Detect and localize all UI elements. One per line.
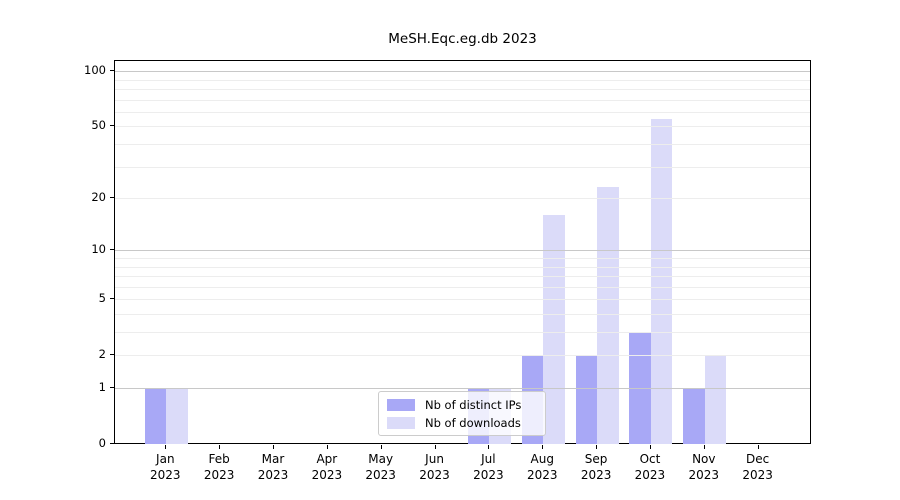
x-tick-label-jan: Jan 2023: [150, 452, 181, 482]
x-tick-mark-mar: [273, 445, 274, 449]
bar-distinct-ips-jan: [144, 388, 167, 444]
legend-item-downloads: Nb of downloads: [387, 415, 537, 430]
legend-swatch-distinct-ips: [387, 398, 415, 411]
y-tick-mark-1: [110, 387, 114, 388]
y-tick-mark-10: [110, 249, 114, 251]
x-tick-mark-oct: [649, 445, 651, 449]
gridline-70: [115, 99, 810, 101]
y-tick-mark-100: [110, 70, 114, 72]
gridline-3: [115, 332, 810, 334]
gridline-80: [115, 89, 810, 91]
gridline-7: [115, 276, 810, 278]
x-tick-label-aug: Aug 2023: [526, 452, 558, 482]
y-tick-mark-50: [110, 125, 114, 127]
x-tick-label-oct: Oct 2023: [634, 452, 666, 482]
legend-item-distinct-ips: Nb of distinct IPs: [387, 397, 537, 412]
x-tick-label-dec: Dec 2023: [742, 452, 773, 482]
x-tick-label-jul: Jul 2023: [473, 452, 504, 482]
y-tick-label-2: 2: [98, 347, 106, 362]
x-tick-mark-jul: [488, 445, 490, 449]
gridline-20: [115, 198, 810, 200]
gridline-6: [115, 286, 810, 288]
gridline-30: [115, 166, 810, 168]
y-tick-mark-2: [110, 354, 114, 356]
x-tick-label-sep: Sep 2023: [580, 452, 612, 482]
y-tick-label-20: 20: [91, 190, 106, 205]
bar-distinct-ips-sep: [575, 355, 598, 444]
x-tick-mark-jun: [434, 445, 436, 449]
x-tick-label-may: May 2023: [365, 452, 396, 482]
legend: Nb of distinct IPs Nb of downloads: [378, 391, 546, 436]
x-tick-mark-feb: [219, 445, 221, 449]
y-tick-label-5: 5: [98, 291, 106, 306]
x-tick-label-jun: Jun 2023: [419, 452, 450, 482]
gridline-10: [115, 250, 810, 252]
bar-downloads-aug: [543, 215, 565, 444]
y-tick-mark-5: [110, 298, 114, 300]
gridline-1: [115, 388, 810, 389]
x-tick-label-nov: Nov 2023: [688, 452, 720, 482]
bar-downloads-jan: [166, 388, 188, 444]
bar-downloads-oct: [650, 118, 673, 444]
bar-downloads-sep: [597, 187, 619, 444]
x-tick-mark-sep: [596, 445, 598, 449]
x-tick-label-feb: Feb 2023: [203, 452, 235, 482]
x-tick-mark-may: [380, 445, 382, 449]
legend-swatch-downloads: [387, 416, 415, 429]
x-tick-mark-aug: [542, 445, 544, 449]
legend-label-distinct-ips: Nb of distinct IPs: [425, 397, 522, 412]
gridline-4: [115, 313, 810, 315]
x-tick-label-apr: Apr 2023: [311, 452, 343, 482]
y-tick-label-100: 100: [84, 63, 106, 78]
gridline-90: [115, 79, 810, 81]
y-tick-label-50: 50: [91, 118, 106, 133]
x-tick-mark-dec: [757, 445, 759, 449]
gridline-8: [115, 266, 810, 268]
gridline-9: [115, 258, 810, 259]
y-tick-label-10: 10: [91, 242, 106, 257]
gridline-5: [115, 299, 810, 301]
gridline-40: [115, 144, 810, 146]
x-tick-mark-apr: [326, 445, 328, 449]
x-tick-mark-nov: [703, 445, 705, 449]
gridline-50: [115, 126, 810, 128]
y-tick-label-1: 1: [98, 380, 106, 394]
bar-downloads-nov: [704, 355, 727, 444]
x-tick-mark-jan: [165, 445, 167, 449]
bar-distinct-ips-nov: [683, 388, 705, 444]
grid-layer: [115, 61, 810, 443]
plot-area: Nb of distinct IPs Nb of downloads: [114, 60, 811, 444]
legend-label-downloads: Nb of downloads: [425, 415, 521, 430]
gridline-60: [115, 111, 810, 113]
y-tick-label-0: 0: [98, 436, 106, 450]
y-tick-mark-20: [110, 197, 114, 199]
gridline-2: [115, 355, 810, 357]
chart-title: MeSH.Eqc.eg.db 2023: [388, 31, 537, 47]
x-tick-label-mar: Mar 2023: [257, 452, 289, 482]
gridline-100: [115, 71, 810, 73]
y-tick-mark-0: [110, 443, 114, 444]
